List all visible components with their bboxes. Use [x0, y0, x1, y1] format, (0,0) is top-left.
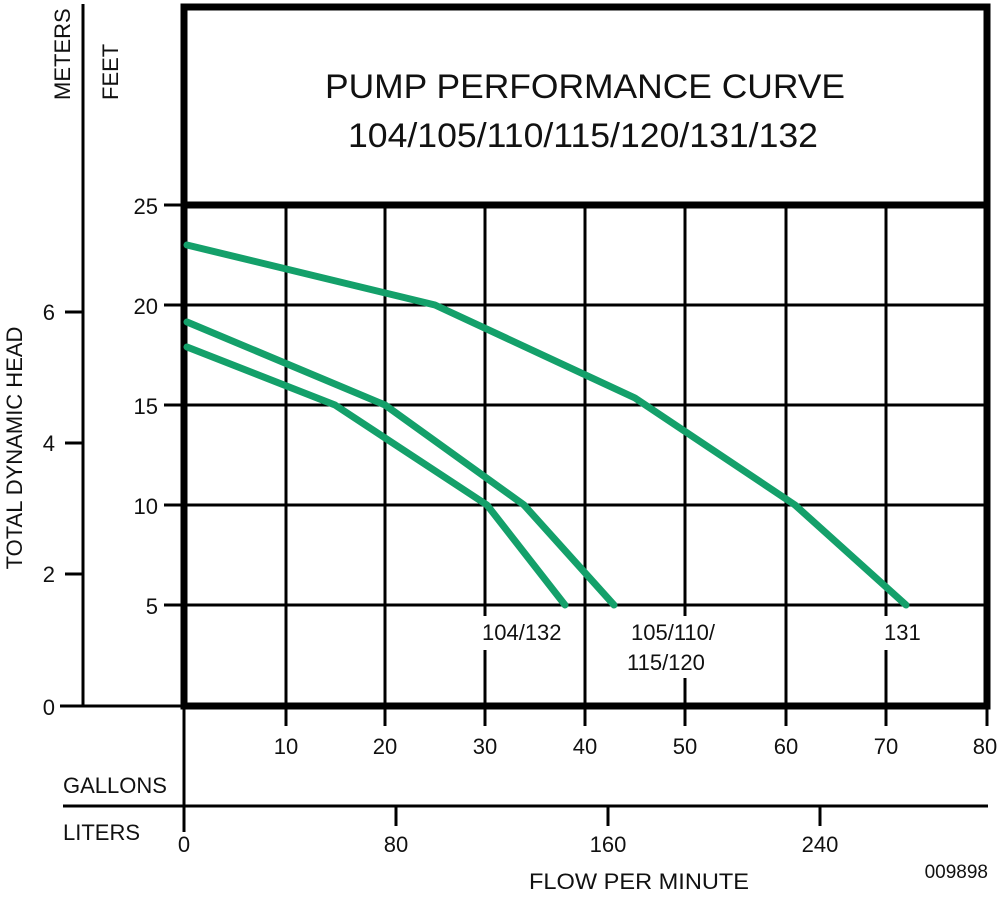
gallons-tick-50: 50 — [673, 734, 697, 759]
feet-tick-15: 15 — [134, 394, 158, 419]
curve-label-105-110: 105/110/ — [631, 620, 716, 645]
feet-axis — [164, 203, 184, 607]
feet-axis-label: FEET — [98, 44, 123, 100]
performance-curves — [183, 241, 910, 609]
curve-label-104-132: 104/132 — [482, 620, 562, 645]
feet-tick-20: 20 — [134, 294, 158, 319]
gallons-tick-20: 20 — [373, 734, 397, 759]
grid-vertical — [284, 205, 888, 706]
liters-tick-240: 240 — [802, 832, 839, 857]
gallons-tick-40: 40 — [573, 734, 597, 759]
meters-tick-4: 4 — [43, 431, 55, 456]
curve-label-115-120: 115/120 — [627, 650, 705, 675]
meters-tick-0: 0 — [43, 695, 55, 720]
liters-tick-80: 80 — [384, 832, 408, 857]
gallons-tick-70: 70 — [874, 734, 898, 759]
feet-tick-5: 5 — [146, 594, 158, 619]
curve-label-131: 131 — [884, 620, 921, 645]
gallons-tick-10: 10 — [274, 734, 298, 759]
title-box — [180, 3, 991, 209]
curve-105-110-115-120 — [183, 318, 618, 609]
liters-axis-label: LITERS — [63, 820, 140, 845]
x-axis-title: FLOW PER MINUTE — [529, 869, 749, 894]
liters-axis — [63, 804, 988, 826]
gallons-tick-60: 60 — [774, 734, 798, 759]
gallons-tick-30: 30 — [473, 734, 497, 759]
liters-tick-0: 0 — [178, 832, 190, 857]
gallons-tick-80: 80 — [973, 734, 997, 759]
meters-axis-label: METERS — [50, 8, 75, 100]
figure-code: 009898 — [925, 862, 988, 883]
feet-tick-10: 10 — [134, 494, 158, 519]
curve-104-132 — [183, 343, 569, 609]
feet-tick-25: 25 — [134, 194, 158, 219]
y-axis-title: TOTAL DYNAMIC HEAD — [2, 327, 27, 570]
liters-tick-160: 160 — [590, 832, 627, 857]
curve-131 — [183, 241, 910, 609]
grid-horizontal — [184, 303, 987, 607]
gallons-axis — [182, 706, 989, 832]
meters-tick-2: 2 — [43, 562, 55, 587]
meters-axis — [60, 4, 184, 708]
chart-title: PUMP PERFORMANCE CURVE — [325, 68, 845, 106]
chart-subtitle: 104/105/110/115/120/131/132 — [348, 117, 818, 155]
meters-tick-6: 6 — [43, 300, 55, 325]
gallons-axis-label: GALLONS — [63, 773, 167, 798]
